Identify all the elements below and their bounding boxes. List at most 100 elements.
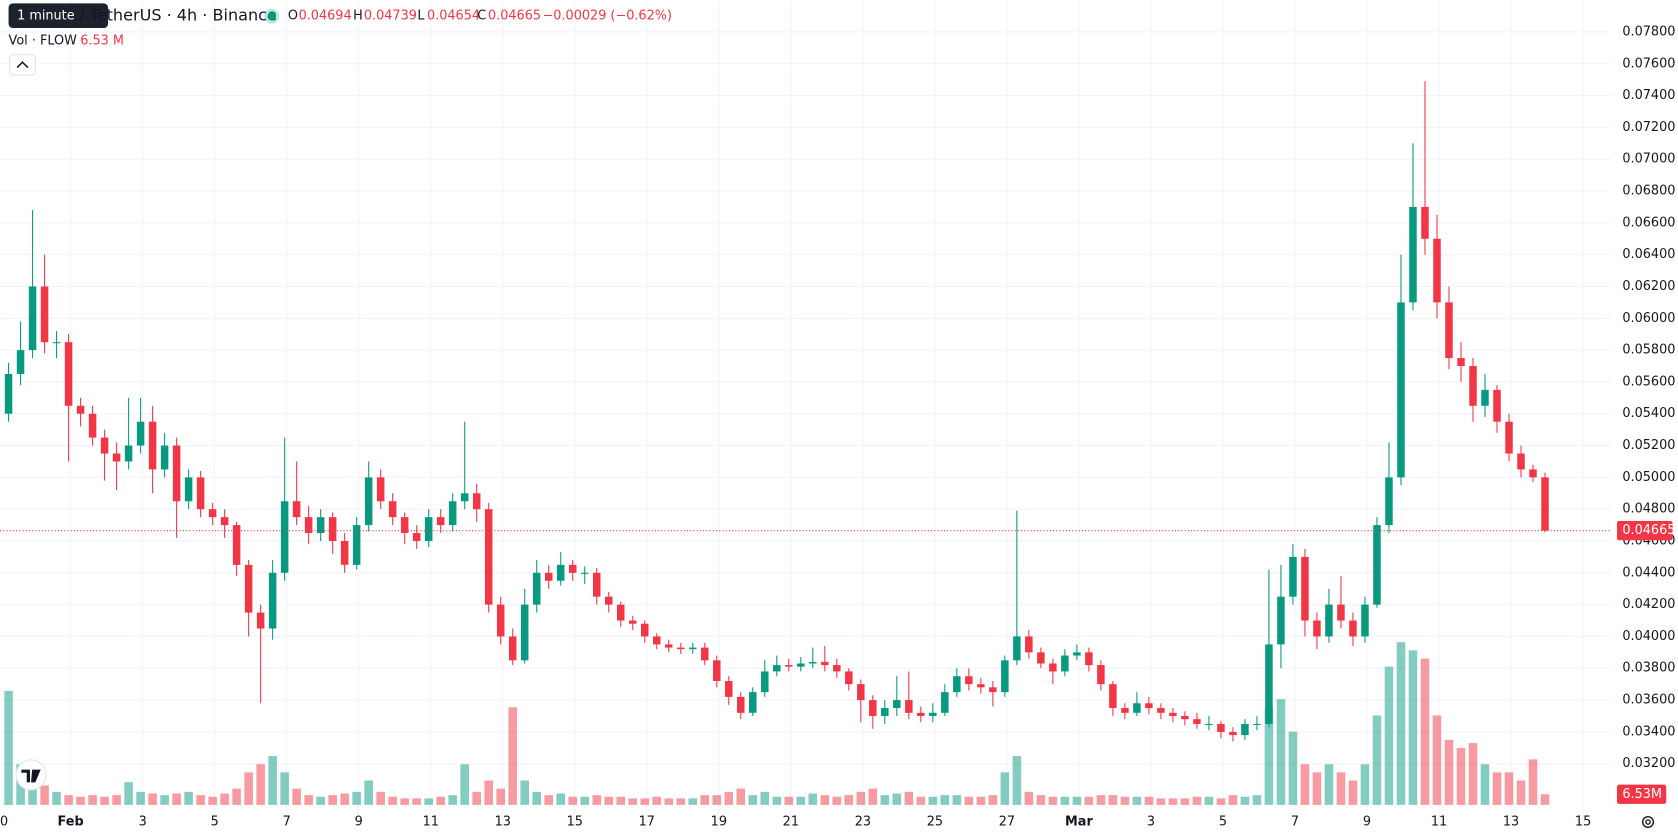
- collapse-button[interactable]: [9, 54, 36, 76]
- candle-body: [989, 687, 997, 693]
- volume-bar: [1312, 772, 1322, 805]
- volume-bar: [376, 791, 385, 805]
- candle-body: [1157, 708, 1165, 713]
- volume-bar: [100, 796, 109, 805]
- volume-bar: [88, 795, 97, 805]
- y-tick-label: 0.07800: [1622, 24, 1675, 39]
- volume-bar: [964, 796, 974, 805]
- volume-bar: [64, 795, 73, 805]
- volume-bar: [148, 793, 157, 805]
- volume-bar: [1336, 772, 1346, 805]
- volume-bar: [628, 798, 638, 805]
- x-tick-label: 3: [139, 815, 147, 830]
- logo[interactable]: [15, 759, 47, 791]
- candle-body: [833, 665, 841, 672]
- candle-body: [1421, 206, 1429, 239]
- x-tick-label: 19: [711, 815, 727, 830]
- candle-body: [472, 493, 481, 510]
- candle-body: [1337, 604, 1345, 621]
- volume-bar: [412, 798, 421, 805]
- candle-body: [1229, 731, 1237, 736]
- volume-bar: [688, 798, 698, 805]
- x-tick-label: 3: [1147, 815, 1155, 830]
- x-tick-label: 17: [639, 815, 655, 830]
- candle-body: [1013, 636, 1021, 661]
- volume-bar: [1360, 764, 1370, 805]
- candle-body: [1289, 556, 1297, 597]
- volume-bar: [436, 796, 445, 805]
- volume-bar: [112, 795, 121, 805]
- candle-body: [256, 612, 265, 629]
- candle-body: [1433, 238, 1441, 303]
- candle-body: [725, 680, 733, 697]
- y-tick-label: 0.03200: [1622, 756, 1675, 771]
- candle-body: [52, 342, 61, 344]
- x-tick-label: 23: [855, 815, 871, 830]
- volume-bar: [208, 796, 217, 805]
- volume-bar: [1216, 798, 1226, 805]
- x-tick-label: 7: [1291, 815, 1299, 830]
- volume-bar: [1036, 795, 1046, 805]
- ohlc-label: O: [288, 9, 298, 24]
- candle-body: [508, 636, 517, 661]
- candle-body: [1181, 715, 1189, 720]
- candle-body: [1061, 655, 1069, 672]
- candle-body: [677, 647, 685, 650]
- volume-bar: [1444, 739, 1454, 805]
- volume-bar: [508, 707, 517, 805]
- candle-body: [1517, 453, 1525, 470]
- volume-bar: [1456, 747, 1466, 805]
- candle-body: [713, 660, 721, 681]
- volume-bar: [820, 795, 830, 805]
- volume-bar: [1108, 795, 1118, 805]
- volume-value: 6.53 M: [80, 33, 124, 48]
- candle-body: [40, 286, 49, 343]
- volume-bar: [1324, 764, 1334, 805]
- candle-body: [1169, 712, 1177, 716]
- candle-body: [773, 665, 781, 672]
- volume-bar: [1480, 764, 1490, 805]
- y-tick-label: 0.04200: [1622, 597, 1675, 612]
- candle-body: [1145, 703, 1153, 709]
- candle-body: [965, 676, 973, 685]
- candle-body: [460, 493, 469, 502]
- volume-label: Vol · FLOW: [9, 33, 78, 48]
- volume-bar: [472, 791, 481, 805]
- volume-bar: [1528, 759, 1538, 805]
- candle-body: [929, 712, 937, 716]
- settings-icon[interactable]: [1641, 815, 1655, 829]
- candle-body: [1505, 421, 1513, 454]
- y-tick-label: 0.03800: [1622, 661, 1675, 676]
- volume-bar: [1408, 650, 1418, 805]
- volume-bar: [700, 795, 710, 805]
- volume-bar: [1096, 795, 1106, 805]
- volume-bar: [940, 795, 950, 805]
- x-tick-label: 5: [211, 815, 219, 830]
- candle-body: [1457, 358, 1465, 367]
- candle-body: [857, 684, 865, 701]
- candle-body: [809, 661, 817, 664]
- symbol-title[interactable]: / TetherUS · 4h · Binance: [79, 6, 277, 25]
- candle-body: [556, 564, 565, 581]
- volume-bar: [1264, 707, 1274, 805]
- candle-body: [484, 509, 493, 605]
- change: −0.00029 (−0.62%): [543, 9, 672, 24]
- volume-bar: [604, 796, 614, 805]
- y-tick-label: 0.06600: [1622, 215, 1675, 230]
- candle-body: [376, 477, 385, 502]
- candle-body: [1349, 620, 1357, 637]
- candle-body: [1205, 723, 1213, 726]
- volume-bar: [1348, 780, 1358, 805]
- candle-body: [917, 712, 925, 716]
- candles: [4, 81, 1549, 742]
- volume-bar: [256, 764, 265, 805]
- volume-bar: [988, 795, 998, 805]
- x-tick-label: Mar: [1065, 815, 1093, 830]
- candle-body: [532, 572, 541, 605]
- volume-bar: [928, 796, 938, 805]
- volume-bar: [448, 795, 457, 805]
- volume-bar: [736, 788, 746, 805]
- volume-bar: [1396, 642, 1406, 805]
- candle-body: [400, 517, 409, 534]
